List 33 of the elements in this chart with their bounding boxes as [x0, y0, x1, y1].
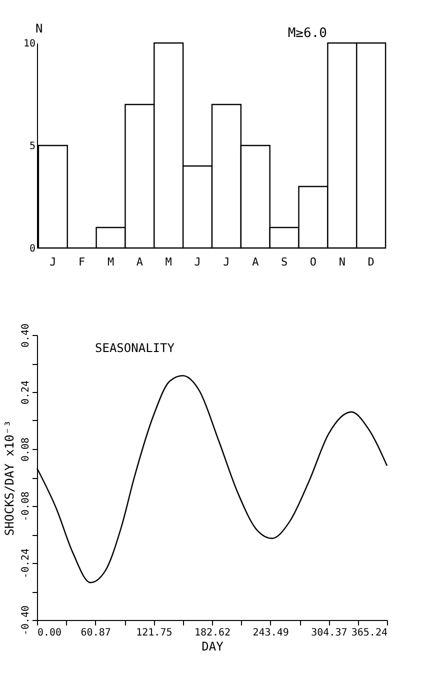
x-tick-label: N [338, 256, 346, 268]
x-tick-label: 365.24 [351, 628, 388, 638]
y-tick-label: 5 [29, 141, 36, 152]
x-tick-label: A [252, 256, 260, 268]
x-tick-label: M [107, 256, 114, 268]
x-tick-label: 243.49 [252, 628, 289, 638]
y-tick-label: 0.24 [20, 380, 32, 405]
annotation: SEASONALITY [95, 341, 176, 355]
text: M≥6.0 [288, 26, 327, 41]
x-axis-title: DAY [202, 640, 224, 654]
x-tick-label: S [281, 256, 288, 268]
x-tick-label: 0.00 [38, 628, 62, 638]
y-tick-label: 0 [29, 244, 36, 254]
x-tick-label: O [310, 256, 317, 268]
x-tick-label: 60.87 [80, 628, 111, 638]
x-tick-label: D [368, 256, 374, 268]
y-tick-label: -0.40 [20, 605, 32, 636]
y-axis-title: N [36, 22, 43, 36]
y-tick-label: 0.08 [20, 437, 32, 462]
x-tick-label: M [165, 256, 172, 268]
x-tick-label: J [50, 256, 56, 268]
x-tick-label: 304.37 [311, 628, 348, 638]
x-tick-label: 121.75 [136, 628, 172, 638]
y-tick-label: 0.40 [20, 323, 32, 348]
x-tick-label: J [194, 256, 201, 268]
y-axis-title: SHOCKS/DAY x10⁻³ [2, 420, 16, 536]
x-tick-label: A [136, 256, 144, 268]
y-tick-label: -0.08 [20, 491, 32, 522]
x-tick-label: F [78, 256, 86, 268]
x-tick-label: J [223, 256, 230, 268]
y-tick-label: -0.24 [20, 548, 32, 579]
x-tick-label: 182.62 [194, 628, 231, 638]
y-tick-label: 10 [23, 38, 36, 50]
